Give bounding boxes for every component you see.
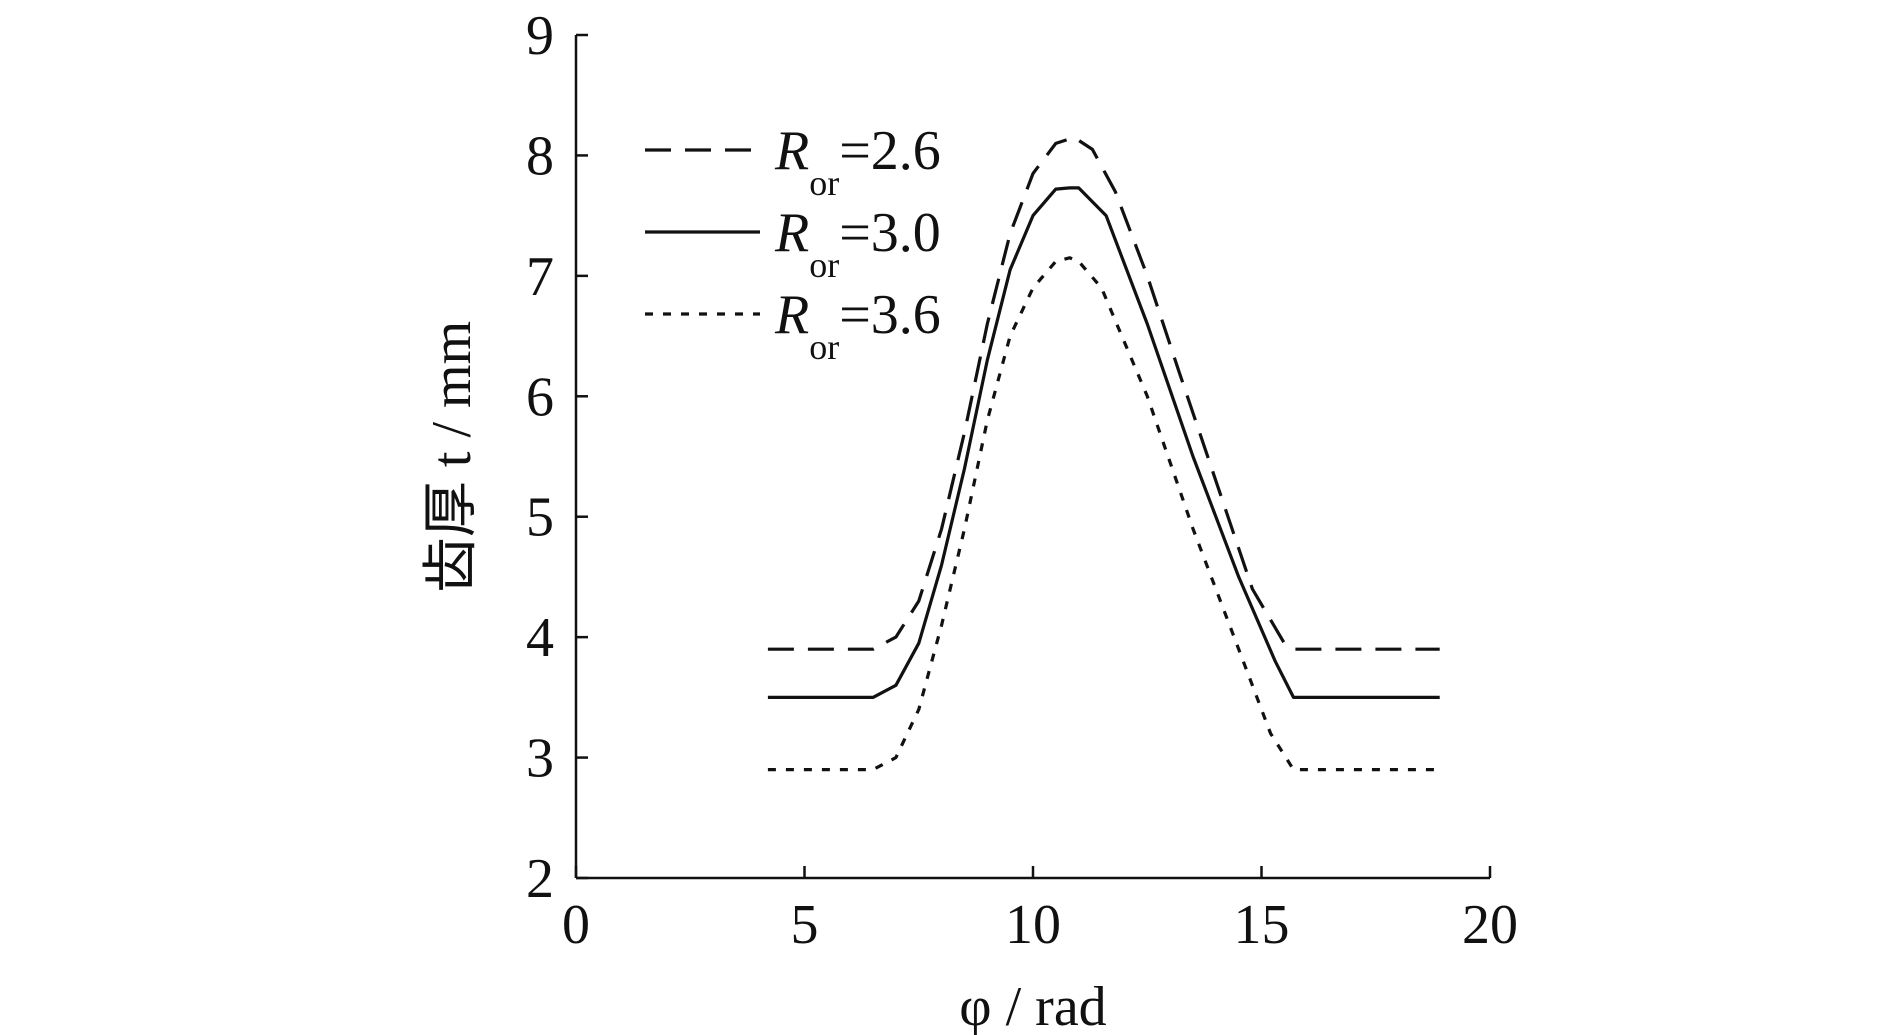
- series-line-1: [767, 135, 1440, 651]
- y-tick-label-4: 6: [526, 366, 554, 428]
- ticks: 0 5 10 15 20 2 3 4 5 6 7 8 9: [526, 5, 1518, 956]
- x-tick-label-2: 10: [1005, 894, 1061, 956]
- y-tick-label-0: 2: [526, 848, 554, 910]
- x-tick-label-1: 5: [791, 894, 819, 956]
- y-tick-label-3: 5: [526, 487, 554, 549]
- legend-label-main: R: [774, 120, 809, 182]
- y-axis-title: 齿厚 t / mm: [421, 321, 483, 593]
- series-layer: [767, 135, 1440, 772]
- legend-label-main: R: [774, 202, 809, 264]
- legend-label-2: Ror=3.0: [774, 202, 941, 285]
- legend-label-3: Ror=3.6: [774, 284, 941, 367]
- legend-label-value: =3.6: [839, 284, 941, 346]
- y-tick-label-5: 7: [526, 246, 554, 308]
- x-tick-label-3: 15: [1234, 894, 1290, 956]
- series-line-3: [767, 256, 1440, 772]
- x-tick-label-4: 20: [1462, 894, 1518, 956]
- y-tick-label-2: 4: [526, 607, 554, 669]
- legend-label-sub: or: [809, 245, 839, 285]
- y-tick-label-7: 9: [526, 5, 554, 67]
- legend-label-1: Ror=2.6: [774, 120, 941, 203]
- x-tick-label-0: 0: [562, 894, 590, 956]
- series-line-2: [767, 186, 1440, 700]
- x-axis-title: φ / rad: [959, 976, 1106, 1035]
- legend-label-sub: or: [809, 163, 839, 203]
- legend-label-value: =3.0: [839, 202, 941, 264]
- y-tick-label-6: 8: [526, 125, 554, 187]
- legend-label-main: R: [774, 284, 809, 346]
- y-tick-label-1: 3: [526, 728, 554, 790]
- legend-label-sub: or: [809, 327, 839, 367]
- legend-label-value: =2.6: [839, 120, 941, 182]
- axes: [574, 35, 1490, 880]
